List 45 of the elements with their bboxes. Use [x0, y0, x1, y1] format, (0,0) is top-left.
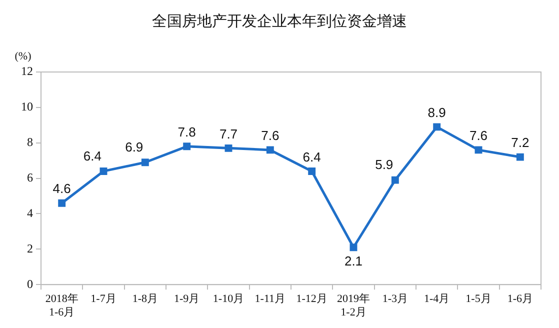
point [308, 167, 316, 175]
x-tick-label: 1-5月 [466, 293, 492, 306]
data-label: 6.4 [83, 148, 102, 164]
x-tick-label: 1-10月 [212, 293, 244, 306]
point [224, 144, 232, 152]
y-tick-label: 0 [27, 276, 33, 291]
y-tick-label: 2 [27, 241, 33, 256]
data-label: 5.9 [375, 157, 394, 172]
y-tick-label: 12 [21, 64, 33, 78]
data-label: 7.8 [178, 124, 196, 140]
x-tick-label: 2019年 1-2月 [337, 293, 370, 318]
point [183, 142, 191, 150]
data-label: 8.9 [428, 105, 446, 120]
x-tick-label: 1-7月 [90, 293, 116, 306]
x-tick-label: 1-6月 [507, 293, 534, 306]
x-tick-label: 1-11月 [254, 293, 286, 306]
point [433, 123, 441, 131]
data-label: 7.7 [219, 126, 238, 142]
x-tick-label: 1-12月 [296, 293, 328, 306]
y-tick-label: 8 [27, 135, 33, 150]
y-tick-label: 4 [27, 206, 33, 220]
data-label: 7.2 [511, 135, 530, 150]
data-label: 2.1 [344, 253, 363, 268]
point [474, 146, 482, 154]
data-label: 6.9 [125, 139, 144, 154]
point [58, 199, 66, 207]
data-label: 7.6 [261, 128, 280, 144]
x-tick-label: 1-4月 [424, 293, 450, 306]
y-tick-label: 10 [21, 100, 33, 114]
data-label: 7.6 [469, 128, 488, 144]
x-tick-label: 2018年 1-6月 [45, 293, 78, 318]
point [266, 146, 274, 154]
data-label: 6.4 [302, 149, 321, 164]
point [350, 244, 358, 252]
chart-title: 全国房地产开发企业本年到位资金增速 [151, 12, 408, 31]
x-tick-label: 1-3月 [382, 293, 408, 306]
point [391, 176, 399, 184]
x-tick-label: 1-9月 [174, 293, 200, 306]
y-axis-title: (%) [14, 50, 32, 62]
data-label: 4.6 [52, 181, 71, 196]
y-tick-label: 6 [27, 170, 33, 184]
point [100, 167, 108, 175]
x-tick-label: 1-8月 [132, 293, 158, 306]
point [141, 158, 149, 166]
point [516, 153, 524, 161]
